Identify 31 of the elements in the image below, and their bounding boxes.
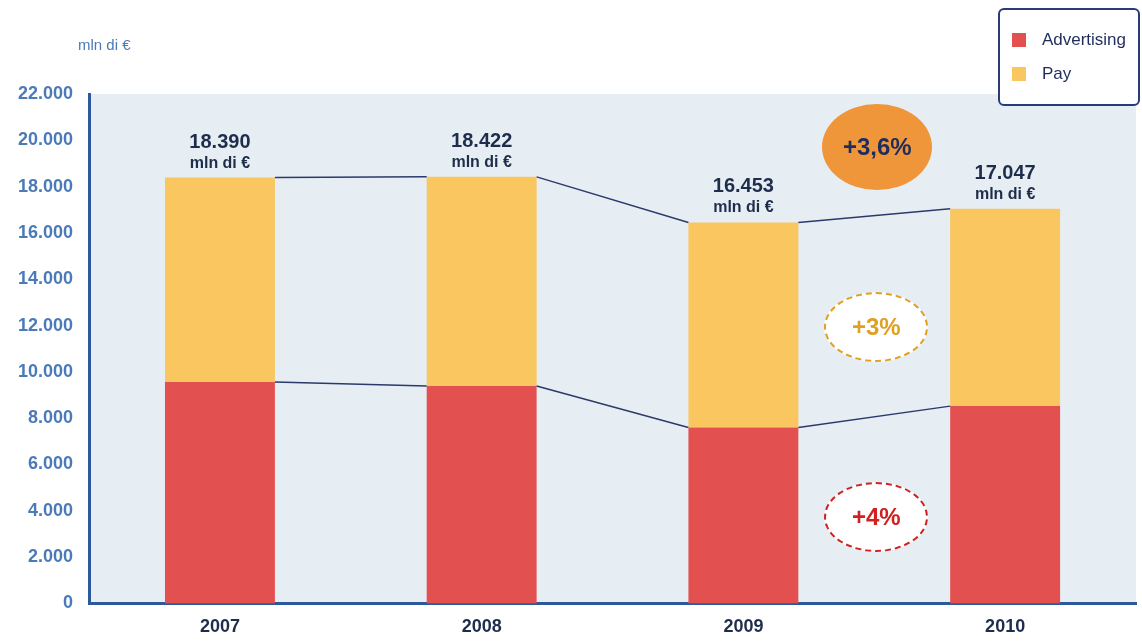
total-label: 17.047 mln di € [974,160,1036,202]
bar [950,406,1061,604]
y-tick-label: 12.000 [17,314,74,335]
y-tick-label: 16.000 [17,221,74,242]
bar [164,382,275,604]
y-tick-label: 6.000 [28,453,74,474]
legend-label: Pay [1040,63,1073,85]
x-tick-label: 2008 [461,616,502,637]
bar [950,208,1061,407]
bar [688,222,799,428]
x-tick-label: 2010 [985,616,1026,637]
bar [426,385,537,604]
y-tick-label: 10.000 [17,360,74,381]
y-tick-label: 4.000 [28,499,74,520]
legend-label: Advertising [1040,29,1126,51]
x-tick-label: 2009 [723,616,764,637]
bar [688,427,799,604]
total-label: 18.390 mln di € [189,129,251,171]
y-tick-label: 0 [63,592,74,613]
y-axis-title: mln di € [78,36,131,53]
y-tick-label: 2.000 [28,546,74,567]
y-tick-label: 20.000 [17,129,74,150]
x-tick-label: 2007 [199,616,240,637]
y-tick-label: 22.000 [17,82,74,103]
total-label: 16.453 mln di € [712,174,774,216]
total-label: 18.422 mln di € [451,128,513,170]
bar [426,176,537,386]
y-tick-label: 18.000 [17,175,74,196]
y-tick-label: 14.000 [17,268,74,289]
y-tick-label: 8.000 [28,407,74,428]
bar [164,177,275,383]
